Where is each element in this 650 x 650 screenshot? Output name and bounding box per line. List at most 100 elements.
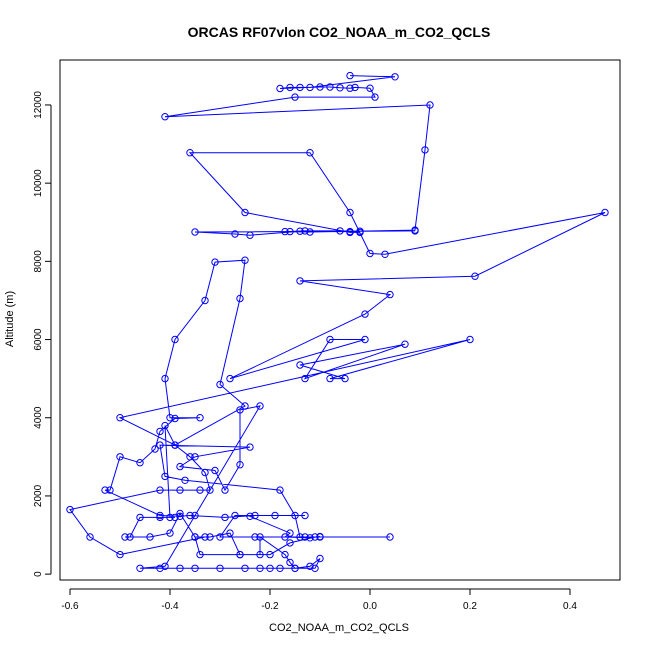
data-point — [366, 84, 374, 92]
data-point — [386, 533, 394, 541]
data-point — [191, 228, 199, 236]
data-point — [291, 93, 299, 101]
data-point — [326, 83, 334, 91]
data-point — [466, 335, 474, 344]
data-point — [241, 402, 249, 410]
data-point — [136, 513, 144, 522]
data-point — [161, 421, 169, 430]
data-point — [296, 361, 304, 369]
data-point — [266, 550, 274, 559]
data-point — [361, 310, 369, 318]
data-point — [186, 453, 194, 461]
data-point — [296, 83, 304, 92]
data-point — [231, 230, 239, 238]
data-point — [286, 529, 294, 537]
data-point — [236, 406, 244, 414]
data-point — [156, 441, 164, 449]
plot-frame — [59, 59, 621, 581]
data-point — [271, 511, 279, 520]
data-point — [286, 83, 294, 92]
data-point — [171, 414, 179, 423]
data-point — [116, 453, 124, 461]
data-point — [601, 208, 609, 217]
data-point — [176, 462, 184, 471]
data-point — [256, 564, 264, 572]
y-axis-label: Altitude (m) — [4, 291, 16, 347]
data-point — [161, 374, 169, 383]
data-point — [306, 534, 314, 542]
data-point — [216, 564, 224, 572]
data-point — [391, 73, 399, 81]
data-point — [116, 414, 124, 422]
data-point — [226, 529, 234, 537]
data-point — [176, 509, 184, 518]
data-point — [326, 374, 334, 383]
y-axis: 0 2000 4000 6000 8000 10000 12000 — [33, 91, 52, 577]
data-point — [306, 83, 314, 92]
data-point — [156, 513, 164, 522]
data-point — [296, 227, 304, 235]
data-point — [201, 468, 209, 477]
data-point — [156, 564, 164, 572]
data-point — [166, 513, 174, 522]
data-point — [216, 533, 224, 541]
data-point — [306, 562, 314, 570]
data-point — [171, 513, 179, 522]
x-tick-label: 0.2 — [463, 601, 477, 612]
data-point — [246, 512, 254, 520]
data-point — [256, 402, 264, 410]
data-point — [296, 277, 304, 285]
data-point — [221, 486, 229, 494]
y-tick-label: 12000 — [33, 91, 44, 119]
data-point — [326, 335, 334, 344]
data-point — [311, 564, 319, 572]
data-point — [116, 550, 124, 559]
y-tick-label: 10000 — [33, 169, 44, 197]
data-point — [151, 445, 159, 453]
data-point — [66, 505, 74, 514]
data-point — [346, 208, 354, 217]
data-point — [181, 476, 189, 484]
data-point — [186, 149, 194, 157]
data-point — [281, 550, 289, 559]
data-point — [301, 533, 309, 541]
data-point — [311, 533, 319, 541]
x-tick-label: -0.4 — [161, 601, 179, 612]
data-point — [341, 374, 349, 383]
data-point — [161, 472, 169, 481]
data-point — [211, 466, 219, 475]
x-tick-label: -0.6 — [61, 601, 79, 612]
data-point — [301, 511, 309, 520]
data-point — [106, 486, 114, 494]
data-point — [191, 564, 199, 572]
data-point — [276, 84, 284, 93]
data-point — [301, 227, 309, 235]
data-point — [156, 427, 164, 436]
data-point — [276, 564, 284, 572]
data-point — [286, 539, 294, 547]
data-point — [186, 511, 194, 520]
data-point — [386, 290, 394, 299]
data-point — [176, 486, 184, 494]
data-point — [291, 511, 299, 520]
data-point — [191, 453, 199, 461]
data-point — [236, 294, 244, 303]
x-tick-label: 0.0 — [363, 601, 377, 612]
data-point — [206, 486, 214, 494]
data-point — [201, 296, 209, 305]
x-axis: -0.6 -0.4 -0.2 0.0 0.2 0.4 — [61, 588, 577, 612]
data-point — [356, 228, 364, 237]
data-point — [146, 533, 154, 541]
data-point — [136, 564, 144, 572]
data-point — [286, 227, 294, 236]
data-point — [121, 533, 129, 541]
data-point — [276, 486, 284, 494]
data-point — [236, 550, 244, 559]
data-point — [176, 564, 184, 572]
data-point — [346, 71, 354, 80]
y-tick-label: 8000 — [33, 250, 44, 273]
data-point — [156, 486, 164, 494]
data-point — [86, 533, 94, 541]
x-axis-label: CO2_NOAA_m_CO2_QCLS — [269, 622, 409, 634]
